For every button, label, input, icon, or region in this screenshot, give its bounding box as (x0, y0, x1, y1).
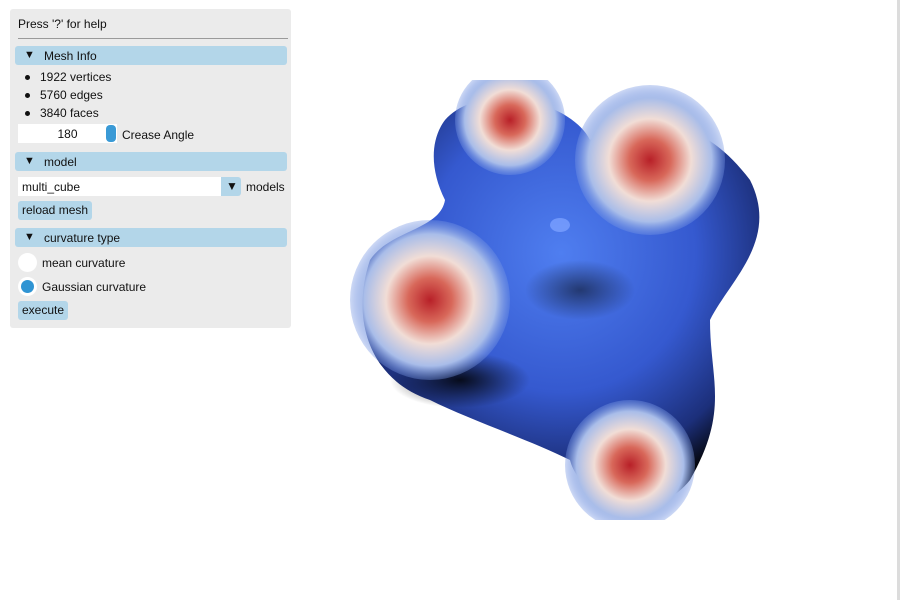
mesh-viewport[interactable] (330, 80, 790, 520)
window-edge (897, 0, 900, 600)
mean-curvature-label: mean curvature (42, 256, 126, 270)
execute-button[interactable]: execute (18, 301, 69, 320)
mean-curvature-radio[interactable] (18, 253, 37, 272)
model-title: model (44, 155, 77, 169)
edge-count: 5760 edges (40, 88, 103, 102)
model-select-value: multi_cube (22, 180, 81, 194)
reload-mesh-button[interactable]: reload mesh (18, 201, 93, 220)
bullet-icon (25, 75, 30, 80)
mesh-surface (350, 80, 760, 520)
curvature-type-title: curvature type (44, 231, 121, 245)
gaussian-curvature-label: Gaussian curvature (42, 280, 147, 294)
triangle-down-icon: ▼ (24, 155, 35, 167)
help-text: Press '?' for help (18, 17, 107, 31)
model-header[interactable]: ▼ model (15, 152, 287, 171)
vertex-count: 1922 vertices (40, 70, 112, 84)
model-select[interactable]: multi_cube (18, 177, 221, 196)
crease-angle-value: 180 (57, 127, 78, 141)
models-label: models (246, 180, 285, 194)
slider-handle[interactable] (106, 125, 116, 142)
triangle-down-icon: ▼ (24, 49, 35, 61)
curvature-type-header[interactable]: ▼ curvature type (15, 228, 287, 247)
control-panel: Press '?' for help ▼ Mesh Info 1922 vert… (10, 9, 291, 328)
mesh-info-title: Mesh Info (44, 49, 97, 63)
face-count: 3840 faces (40, 106, 99, 120)
bullet-icon (25, 93, 30, 98)
crease-angle-label: Crease Angle (122, 128, 195, 142)
separator (18, 38, 288, 39)
crease-angle-slider[interactable]: 180 (18, 124, 117, 143)
triangle-down-icon: ▼ (226, 179, 238, 193)
mesh-info-header[interactable]: ▼ Mesh Info (15, 46, 287, 65)
bullet-icon (25, 111, 30, 116)
gaussian-curvature-radio[interactable] (18, 277, 37, 296)
model-select-arrow[interactable]: ▼ (221, 177, 241, 196)
triangle-down-icon: ▼ (24, 231, 35, 243)
